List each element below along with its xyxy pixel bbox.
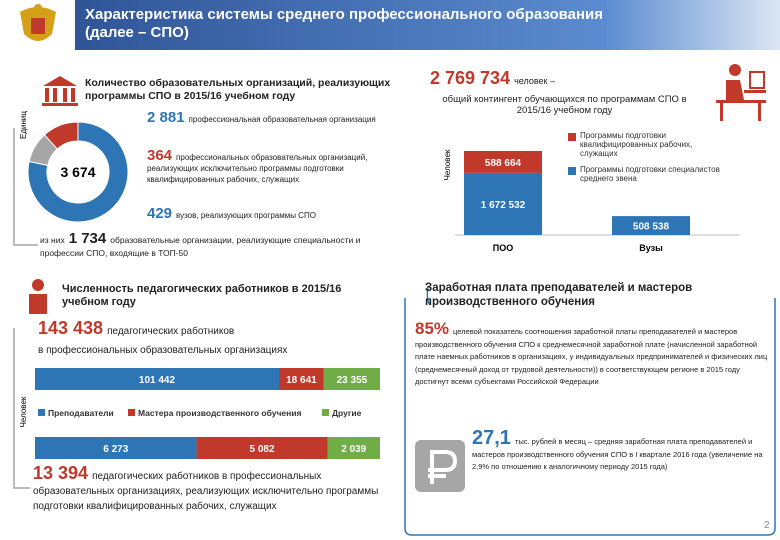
donut-center: 3 674: [60, 164, 95, 180]
bar: [35, 368, 279, 390]
bar: [35, 437, 197, 459]
bar: [464, 151, 542, 173]
salary-text: тыс. рублей в месяц – средняя заработная…: [472, 437, 763, 471]
bracket: [13, 328, 30, 489]
legend-swatch: [322, 409, 329, 416]
salary-text: целевой показатель соотношения заработно…: [415, 327, 768, 386]
staff-text: в профессиональных образовательных орган…: [38, 345, 288, 356]
top50-value: 1 734: [68, 230, 107, 247]
legend-swatch: [38, 409, 45, 416]
staff-total: 143 438 педагогических работников: [38, 318, 378, 340]
salary-frame: [404, 285, 776, 536]
section-heading: Количество образовательных организаций, …: [85, 77, 391, 102]
title-banner: [75, 0, 780, 50]
value-label: 23 355: [337, 375, 368, 386]
org-item: 364 профессиональных образовательных орга…: [147, 147, 392, 185]
value-label: 6 273: [103, 444, 128, 455]
donut-hole: [48, 142, 108, 202]
value-label: 2 039: [341, 444, 366, 455]
legend-text: Программы подготовки квалифицированных р…: [580, 131, 693, 158]
bar: [612, 216, 690, 235]
donut-segment: [43, 121, 79, 150]
students-value: 2 769 734: [430, 68, 511, 88]
value-label: 5 082: [250, 444, 275, 455]
staff-text: педагогических работников в профессионал…: [33, 471, 379, 512]
top50-text: образовательные организации, реализующие…: [40, 235, 361, 258]
value-label: 508 538: [633, 222, 670, 233]
legend-text: Другие: [332, 408, 362, 418]
legend-swatch: [568, 167, 576, 175]
axis-label: Человек: [443, 149, 452, 180]
staff-value: 143 438: [38, 318, 104, 338]
building-icon: [42, 76, 78, 106]
donut-segment: [27, 121, 129, 223]
ruble-icon: [415, 440, 465, 492]
org-value: 364: [147, 147, 173, 164]
students-total: 2 769 734 человек –: [430, 68, 710, 90]
title: Характеристика системы среднего професси…: [85, 6, 604, 41]
axis-label: Единиц: [19, 111, 28, 139]
org-item: 2 881 профессиональная образовательная ор…: [147, 109, 392, 126]
salary-value: 85%: [415, 319, 450, 338]
page-number: 2: [764, 520, 770, 531]
section-heading: Численность педагогических работников в …: [62, 283, 342, 309]
salary-value: 27,1: [472, 427, 511, 449]
value-label: 101 442: [139, 375, 176, 386]
bar: [323, 368, 380, 390]
staff-text: педагогических работников: [107, 326, 235, 337]
salary-average: 27,1 тыс. рублей в месяц – средняя зарабо…: [472, 428, 767, 474]
students-unit: человек –: [514, 76, 555, 86]
top50-item: из них 1 734 образовательные организации, …: [40, 230, 380, 260]
x-tick-label: Вузы: [639, 243, 663, 253]
bar: [464, 172, 542, 235]
org-text: профессиональных образовательных организ…: [147, 153, 368, 184]
legend-item: Программы подготовки квалифицированных р…: [568, 131, 730, 158]
section-heading: Заработная плата преподавателей и мастер…: [425, 282, 693, 308]
bracket: [13, 128, 38, 246]
legend-swatch: [128, 409, 135, 416]
x-tick-label: ПОО: [493, 243, 513, 253]
bar: [327, 437, 380, 459]
value-label: 1 672 532: [481, 200, 526, 211]
staff-value: 13 394: [33, 463, 89, 483]
axis-label: Человек: [19, 396, 28, 427]
legend-text: Преподаватели: [48, 408, 114, 418]
legend-swatch: [568, 133, 576, 141]
teacher-icon: [29, 279, 47, 314]
value-label: 588 664: [485, 158, 522, 169]
org-text: профессиональная образовательная организ…: [188, 115, 376, 124]
bar: [278, 368, 324, 390]
top50-prefix: из них: [40, 235, 65, 245]
students-text: общий контингент обучающихся по программ…: [442, 94, 687, 117]
legend-text: Мастера производственного обучения: [138, 408, 302, 418]
bar: [196, 437, 328, 459]
org-value: 429: [147, 205, 173, 222]
student-icon: [716, 64, 766, 121]
legend-text: Программы подготовки специалистов средне…: [580, 165, 720, 183]
org-value: 2 881: [147, 109, 185, 126]
salary-target: 85% целевой показатель соотношения зарабо…: [415, 320, 770, 389]
legend-item: Программы подготовки специалистов средне…: [568, 165, 730, 183]
staff-total2: 13 394 педагогических работников в профес…: [33, 463, 398, 514]
emblem: [20, 4, 56, 41]
org-item: 429 вузов, реализующих программы СПО: [147, 205, 407, 222]
org-text: вузов, реализующих программы СПО: [176, 211, 316, 220]
value-label: 18 641: [286, 375, 317, 386]
